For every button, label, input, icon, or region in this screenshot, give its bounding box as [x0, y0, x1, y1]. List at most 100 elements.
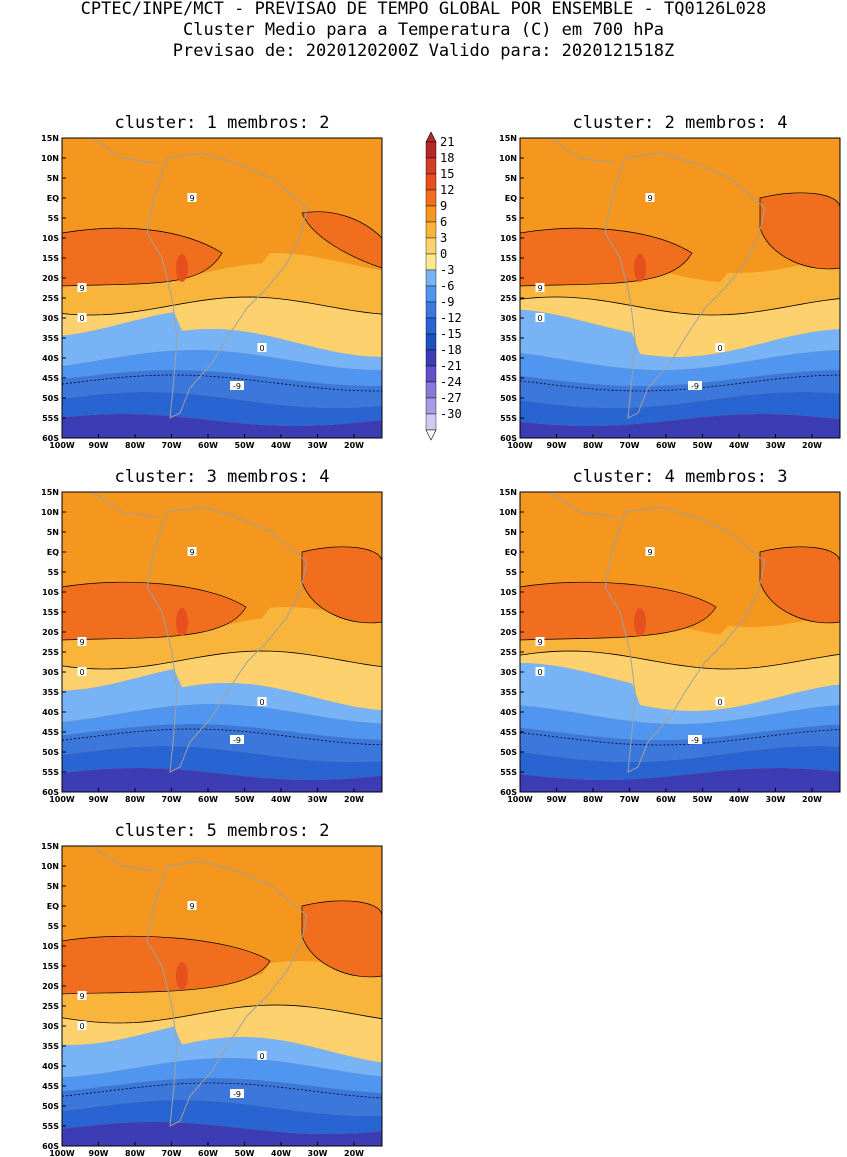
temperature-band: [520, 414, 840, 438]
temperature-band: [62, 1100, 382, 1134]
contour-label: 9: [79, 284, 84, 293]
temperature-band: [62, 961, 382, 1023]
lon-label: 60W: [198, 441, 218, 450]
lon-label: 100W: [507, 795, 533, 804]
contour-label: 0: [259, 344, 264, 353]
lat-label: 60S: [500, 788, 517, 797]
lon-label: 70W: [620, 441, 640, 450]
warm-core: [634, 608, 646, 636]
lat-label: 10S: [500, 234, 517, 243]
contour-label-box: [187, 547, 197, 556]
lon-label: 30W: [308, 795, 328, 804]
colorbar-swatch: [425, 349, 437, 367]
contour-label: -9: [691, 736, 699, 745]
lat-label: 25S: [500, 648, 517, 657]
contour-label: 0: [79, 1022, 84, 1031]
lat-label: 10N: [499, 154, 517, 163]
contour-label: 9: [647, 548, 652, 557]
contour-label-box: [257, 343, 267, 352]
map-field: [61, 491, 383, 792]
lat-label: 55S: [42, 768, 59, 777]
lat-label: 50S: [42, 394, 59, 403]
contour-label-box: [77, 1021, 87, 1030]
colorbar-label: 21: [440, 135, 454, 149]
lon-label: 30W: [766, 795, 786, 804]
map-panel-2: 15N 10N 5N EQ 5S 10S 15S 20S 25S 30S 35S 40S 45S 50S 5…: [499, 134, 841, 450]
contour-label-box: [230, 735, 244, 744]
lat-label: 15N: [41, 134, 59, 143]
lat-label: 30S: [500, 314, 517, 323]
map-panel-5: 15N 10N 5N EQ 5S 10S 15S 20S 25S 30S 35S 40S 45S 50S 5…: [41, 842, 383, 1157]
temperature-band: [62, 768, 382, 792]
map-panel-3: 15N 10N 5N EQ 5S 10S 15S 20S 25S 30S 35S 40S 45S 50S 5…: [41, 488, 383, 804]
lat-label: 50S: [42, 748, 59, 757]
contour-label: 0: [717, 344, 722, 353]
contour-line-minus9: [61, 1082, 383, 1099]
contour-label: 0: [259, 1052, 264, 1061]
colorbar-bottom-arrow: [425, 429, 437, 441]
colorbar-swatch: [425, 205, 437, 223]
contour-label-box: [645, 547, 655, 556]
temperature-band: [520, 370, 840, 408]
lon-label: 60W: [656, 441, 676, 450]
temperature-band: [62, 704, 382, 740]
lat-label: 15N: [499, 488, 517, 497]
colorbar-swatch: [425, 237, 437, 255]
temperature-band: [62, 253, 382, 315]
temperature-band: [520, 768, 840, 792]
lat-label: 40S: [42, 708, 59, 717]
lon-label: 60W: [656, 795, 676, 804]
coastline: [146, 860, 308, 1127]
lat-label: 35S: [500, 334, 517, 343]
header-line-1: CPTEC/INPE/MCT - PREVISAO DE TEMPO GLOBA…: [80, 0, 767, 19]
temperature-band: [520, 651, 840, 711]
coastline: [604, 506, 766, 773]
colorbar-label: 3: [440, 231, 447, 245]
lon-label: 100W: [49, 795, 75, 804]
map-frame: [519, 491, 841, 793]
temperature-band: [62, 724, 382, 762]
temperature-band: [62, 312, 382, 370]
coastline-central-america: [549, 491, 616, 518]
warm-anomaly-region: [61, 935, 271, 995]
colorbar-swatch: [425, 141, 437, 159]
contour-label-box: [715, 697, 725, 706]
contour-label-box: [535, 667, 545, 676]
contour-line-0: [519, 650, 841, 670]
lon-label: 70W: [620, 795, 640, 804]
lat-label: EQ: [47, 548, 59, 557]
lon-label: 30W: [308, 1149, 328, 1157]
map-panel-4: 15N 10N 5N EQ 5S 10S 15S 20S 25S 30S 35S 40S 45S 50S 5…: [499, 488, 841, 804]
colorbar-label: -9: [440, 295, 454, 309]
lon-label: 20W: [344, 795, 364, 804]
lat-label: 15S: [42, 254, 59, 263]
lat-label: EQ: [47, 194, 59, 203]
lon-label: 100W: [49, 1149, 75, 1157]
lon-label: 40W: [271, 1149, 291, 1157]
lat-label: 20S: [42, 982, 59, 991]
colorbar-label: -3: [440, 263, 454, 277]
lon-label: 90W: [89, 441, 109, 450]
map-panel-1: 15N 10N 5N EQ 5S 10S 15S 20S 25S 30S 35S 40S 45S 50S 5…: [41, 134, 383, 450]
lat-label: 15N: [499, 134, 517, 143]
contour-label: 0: [537, 668, 542, 677]
lat-label: 20S: [42, 628, 59, 637]
contour-label: 9: [79, 992, 84, 1001]
lon-label: 80W: [125, 795, 145, 804]
lat-label: 55S: [500, 768, 517, 777]
panel-title-1: cluster: 1 membros: 2: [114, 113, 330, 133]
lon-label: 30W: [766, 441, 786, 450]
lat-label: 60S: [500, 434, 517, 443]
lat-label: 10N: [41, 154, 59, 163]
contour-label-box: [715, 343, 725, 352]
contour-label: 0: [79, 668, 84, 677]
temperature-band: [520, 704, 840, 740]
colorbar-label: 18: [440, 151, 454, 165]
lat-label: 50S: [500, 748, 517, 757]
lat-label: 25S: [500, 294, 517, 303]
lon-label: 80W: [583, 441, 603, 450]
colorbar-label: 0: [440, 247, 447, 261]
contour-line-minus9: [519, 374, 841, 392]
temperature-band: [62, 414, 382, 438]
contour-line-minus9: [519, 729, 841, 746]
